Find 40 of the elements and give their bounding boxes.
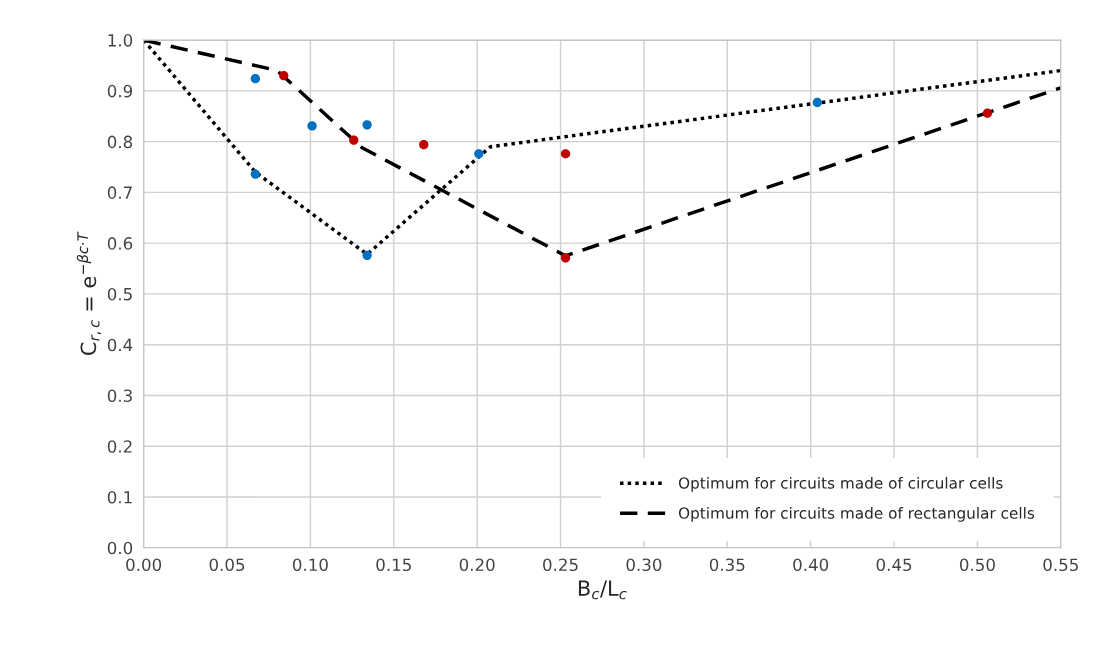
y-tick-label: 0.7 — [107, 186, 132, 199]
point — [419, 140, 429, 150]
point — [250, 169, 261, 179]
point — [279, 70, 289, 81]
y-tick-label: 0.6 — [107, 237, 133, 250]
point — [812, 97, 822, 108]
point — [362, 120, 372, 130]
x-tick-label: 0.20 — [459, 558, 495, 572]
y-tick-label: 1.0 — [108, 34, 133, 47]
point — [560, 149, 571, 159]
point — [250, 74, 261, 84]
legend-label: Optimum for circuits made of rectangular cells — [678, 507, 1035, 522]
point — [982, 108, 993, 118]
x-tick-label: 0.50 — [959, 558, 995, 572]
y-tick-label: 0.9 — [107, 84, 133, 98]
y-tick-label: 0.4 — [107, 338, 133, 352]
y-tick-label: 0.5 — [107, 287, 132, 301]
point — [560, 253, 571, 263]
x-tick-label: 0.40 — [793, 558, 829, 572]
x-tick-label: 0.15 — [376, 558, 411, 572]
point — [307, 121, 317, 131]
x-tick-label: 0.25 — [543, 558, 578, 572]
point — [349, 135, 359, 145]
point — [474, 149, 484, 159]
x-axis-title: B$_{c}$/L$_{c}$ — [578, 580, 627, 600]
y-tick-label: 0.1 — [107, 490, 132, 504]
x-tick-label: 0.55 — [1043, 558, 1078, 572]
y-tick-label: 0.0 — [107, 541, 133, 555]
y-tick-label: 0.3 — [107, 389, 132, 403]
x-tick-label: 0.30 — [626, 558, 662, 572]
y-axis-title: C$_{r,c}$ = e$^{−βc·T}$ — [76, 231, 102, 355]
x-tick-label: 0.00 — [126, 558, 162, 572]
x-tick-label: 0.45 — [876, 558, 912, 572]
x-tick-label: 0.35 — [709, 558, 745, 572]
legend-label: Optimum for circuits made of circular cells — [678, 476, 1003, 492]
x-tick-label: 0.05 — [209, 558, 245, 572]
point — [362, 250, 372, 260]
x-tick-label: 0.10 — [292, 558, 328, 572]
y-tick-label: 0.2 — [107, 440, 132, 453]
y-tick-label: 0.8 — [107, 135, 133, 149]
